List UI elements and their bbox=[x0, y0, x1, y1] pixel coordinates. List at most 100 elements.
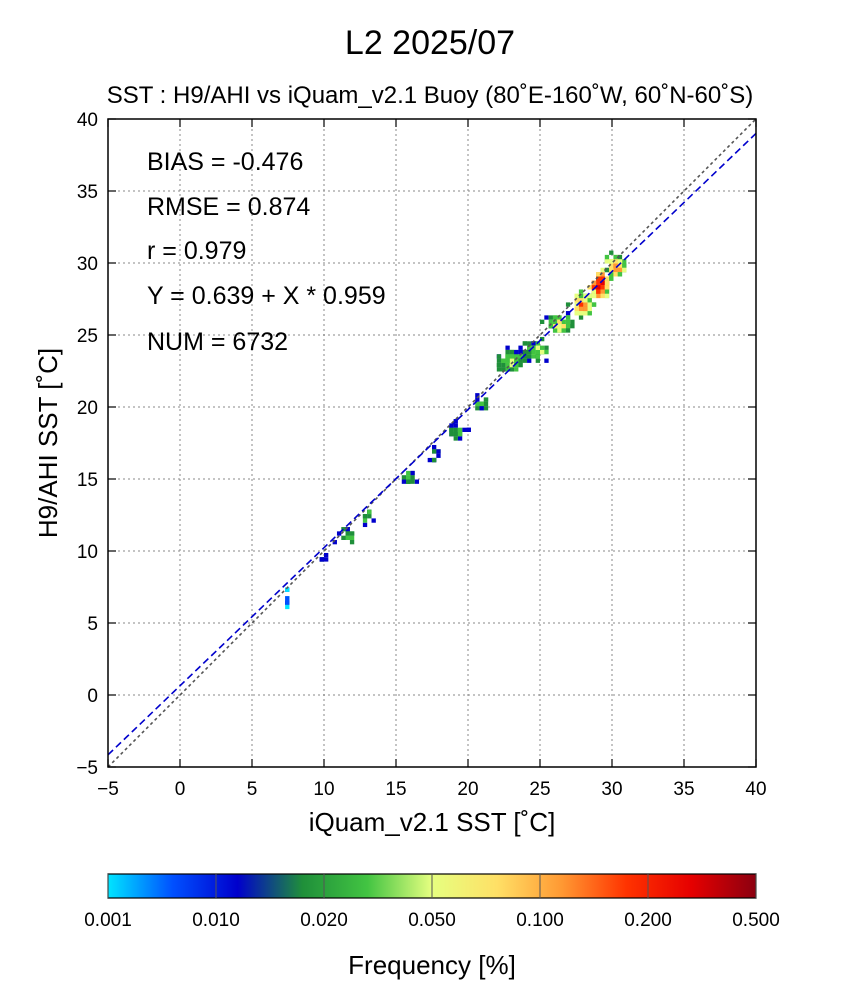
colorbar: 0.001 0.010 0.020 0.050 0.100 0.200 0.500 bbox=[84, 873, 780, 931]
density-cell bbox=[565, 319, 571, 324]
stats-box: BIAS = -0.476 RMSE = 0.874 r = 0.979 Y =… bbox=[147, 148, 386, 356]
density-cell bbox=[609, 272, 614, 277]
density-cell bbox=[617, 272, 623, 277]
density-cell bbox=[622, 263, 627, 268]
density-cell bbox=[527, 349, 532, 355]
x-axis-label: iQuam_v2.1 SST [˚C] bbox=[309, 807, 556, 837]
density-cell bbox=[457, 436, 463, 441]
density-cell bbox=[483, 397, 489, 402]
density-cell bbox=[319, 557, 324, 562]
density-cell bbox=[522, 354, 528, 359]
density-cell bbox=[587, 311, 592, 316]
density-cell bbox=[565, 324, 571, 329]
density-cell bbox=[483, 406, 489, 411]
y-tick-label: 35 bbox=[77, 182, 98, 203]
density-cell bbox=[587, 298, 592, 303]
density-cell bbox=[587, 293, 592, 299]
density-cell bbox=[578, 311, 584, 316]
density-cell bbox=[583, 298, 588, 303]
density-cell bbox=[574, 298, 579, 303]
density-cell bbox=[436, 449, 441, 454]
x-tick-label: 20 bbox=[457, 779, 478, 800]
density-cell bbox=[509, 349, 515, 355]
density-cell bbox=[453, 419, 458, 424]
density-cell bbox=[587, 306, 592, 312]
density-cell bbox=[505, 367, 510, 372]
density-cell bbox=[557, 324, 562, 329]
density-cell bbox=[578, 289, 584, 294]
density-cell bbox=[505, 358, 510, 363]
x-tick-label: 10 bbox=[313, 779, 334, 800]
density-cell bbox=[600, 289, 605, 294]
density-cell bbox=[496, 354, 502, 359]
density-cell bbox=[565, 302, 571, 307]
density-cell bbox=[527, 358, 532, 363]
density-cell bbox=[557, 319, 562, 324]
y-tick-label: 30 bbox=[77, 254, 98, 275]
density-cell bbox=[324, 552, 329, 558]
density-cell bbox=[527, 341, 532, 346]
density-cell bbox=[349, 531, 355, 536]
density-cell bbox=[609, 267, 614, 273]
density-cell bbox=[600, 276, 605, 281]
density-cell bbox=[604, 276, 610, 281]
density-cell bbox=[496, 367, 502, 372]
density-cell bbox=[410, 475, 415, 480]
density-cell bbox=[449, 427, 454, 432]
colorbar-tick-label: 0.500 bbox=[732, 910, 780, 931]
density-cell bbox=[410, 479, 415, 484]
density-cell bbox=[565, 328, 571, 333]
density-cell bbox=[345, 527, 350, 532]
density-cell bbox=[285, 587, 290, 592]
density-cell bbox=[401, 479, 407, 484]
density-cell bbox=[514, 354, 519, 359]
density-cell bbox=[496, 358, 502, 363]
density-cell bbox=[457, 432, 463, 437]
density-cell bbox=[617, 254, 623, 260]
colorbar-label: Frequency [%] bbox=[348, 950, 516, 980]
density-cell bbox=[596, 272, 601, 277]
density-cell bbox=[587, 285, 592, 290]
density-cell bbox=[406, 479, 411, 484]
density-cell bbox=[514, 358, 519, 363]
density-cell bbox=[583, 302, 588, 307]
density-cell bbox=[578, 315, 584, 320]
y-tick-label: 15 bbox=[77, 470, 98, 491]
density-cell bbox=[535, 349, 540, 355]
density-cell bbox=[613, 272, 618, 277]
density-cell bbox=[544, 345, 549, 350]
density-cell bbox=[613, 259, 618, 264]
density-cell bbox=[501, 362, 506, 368]
density-cell bbox=[587, 302, 592, 307]
density-cell bbox=[591, 289, 597, 294]
density-cell bbox=[596, 289, 601, 294]
density-cell bbox=[622, 259, 627, 264]
density-cell bbox=[613, 263, 618, 268]
density-cell bbox=[475, 406, 480, 411]
density-cell bbox=[427, 457, 432, 463]
density-cell bbox=[617, 263, 623, 268]
density-cell bbox=[604, 289, 610, 294]
density-cell bbox=[285, 600, 290, 605]
density-cell bbox=[406, 475, 411, 480]
density-cell bbox=[561, 328, 566, 333]
density-cell bbox=[432, 444, 437, 450]
density-cell bbox=[410, 470, 415, 476]
density-cell bbox=[578, 298, 584, 303]
density-cell bbox=[574, 311, 579, 316]
density-cell bbox=[578, 293, 584, 299]
density-cell bbox=[514, 349, 519, 355]
density-cell bbox=[367, 514, 372, 519]
density-cell bbox=[583, 293, 588, 299]
density-cell bbox=[285, 604, 290, 610]
density-cell bbox=[341, 527, 346, 532]
density-cell bbox=[401, 475, 407, 480]
density-cell bbox=[617, 259, 623, 264]
chart-subtitle: SST : H9/AHI vs iQuam_v2.1 Buoy (80˚E-16… bbox=[106, 82, 754, 109]
density-cell bbox=[414, 479, 420, 484]
density-cell bbox=[505, 349, 510, 355]
density-cell bbox=[600, 285, 605, 290]
plot-frame bbox=[107, 118, 757, 768]
y-tick-label: 0 bbox=[87, 686, 98, 707]
density-cell bbox=[596, 280, 601, 286]
